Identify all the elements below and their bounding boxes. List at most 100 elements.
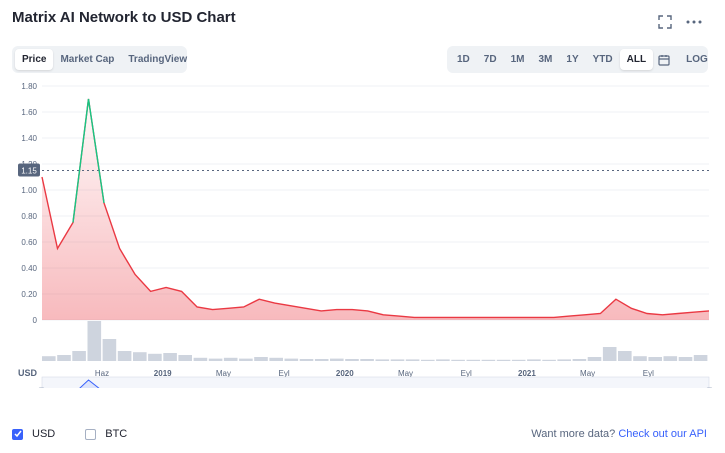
- y-tick-label: 0.20: [21, 290, 37, 299]
- usd-label: USD: [32, 428, 56, 440]
- fullscreen-icon[interactable]: [655, 12, 675, 32]
- y-tick-label: 1.20: [21, 160, 37, 169]
- price-area: [42, 99, 709, 320]
- x-tick-label: May: [216, 369, 231, 378]
- volume-bar: [72, 351, 86, 361]
- navigator-frame: [41, 376, 710, 388]
- api-promo-text: Want more data?: [531, 428, 616, 440]
- more-icon[interactable]: [684, 12, 704, 32]
- tab-price[interactable]: Price: [15, 49, 54, 70]
- volume-bar: [223, 357, 238, 361]
- range-1d[interactable]: 1D: [457, 54, 470, 65]
- volume-bar: [602, 347, 617, 361]
- price-line: [41, 98, 710, 319]
- volume-bar: [117, 351, 132, 361]
- y-axis: 1.80 1.60 1.40 1.20 1.00 0.80 0.60 0.40 0.20 0: [21, 82, 37, 325]
- navigator-area: [79, 380, 99, 388]
- x-tick-label: Eyl: [461, 369, 472, 378]
- x-tick-label: Eyl: [643, 369, 654, 378]
- price-chart[interactable]: 1.15 1.80 1.60 1.40 1.20 1.00 0.80 0.60 0.40 0.2…: [0, 78, 725, 388]
- volume-bar: [284, 358, 299, 361]
- range-ytd[interactable]: YTD: [592, 54, 613, 65]
- range-all[interactable]: ALL: [619, 49, 654, 70]
- volume-bar: [693, 355, 708, 361]
- volume-bar: [572, 359, 587, 361]
- watermark-text: CoinMarketCap: [618, 278, 694, 290]
- y-tick-label: 1.40: [21, 134, 37, 143]
- current-price-label: 1.15: [21, 167, 37, 176]
- volume-bar: [102, 339, 117, 361]
- volume-bar: [254, 357, 268, 361]
- volume-bar: [633, 356, 647, 361]
- volume-bar: [511, 359, 526, 361]
- volume-bar: [557, 359, 571, 361]
- volume-bar: [405, 359, 420, 361]
- x-tick-label: 2020: [336, 369, 354, 378]
- volume-bar: [42, 356, 56, 361]
- y-tick-label: 0.40: [21, 264, 37, 273]
- page-title: Matrix AI Network to USD Chart: [12, 9, 236, 26]
- range-7d[interactable]: 7D: [483, 54, 497, 65]
- api-promo: Want more data? Check out our API: [531, 428, 707, 440]
- x-axis: Haz 2019 May Eyl 2020 May Eyl 2021 May Eyl: [95, 369, 654, 378]
- volume-bar: [648, 357, 662, 361]
- volume-bar: [360, 359, 374, 361]
- volume-bar: [375, 359, 390, 361]
- volume-bar: [193, 357, 208, 361]
- calendar-icon[interactable]: [653, 49, 675, 70]
- volume-bar: [421, 359, 435, 361]
- volume-bar: [163, 353, 177, 361]
- volume-bar: [299, 359, 314, 361]
- volume-bar: [496, 359, 511, 361]
- volume-bar: [542, 359, 556, 361]
- x-tick-label: Haz: [95, 369, 109, 378]
- volume-bar: [587, 357, 602, 361]
- btc-label: BTC: [105, 428, 128, 440]
- range-navigator[interactable]: [38, 376, 713, 388]
- x-tick-label: May: [398, 369, 413, 378]
- tab-tradingview[interactable]: TradingView: [128, 54, 188, 65]
- btc-checkbox[interactable]: [85, 428, 97, 440]
- current-price-badge: 1.15: [18, 163, 40, 177]
- volume-bar: [618, 351, 632, 361]
- y-tick-label: 1.80: [21, 82, 37, 91]
- y-tick-label: 0.80: [21, 212, 37, 221]
- volume-bar: [148, 353, 162, 361]
- volume-bar: [269, 357, 283, 361]
- volume-bar: [314, 359, 329, 361]
- volume-bar: [239, 358, 253, 361]
- volume-bar: [451, 359, 465, 361]
- time-range-selector: 1D 7D 1M 3M 1Y YTD ALL LOG: [447, 46, 708, 73]
- volume-bar: [390, 359, 405, 361]
- api-link[interactable]: Check out our API: [618, 428, 707, 440]
- x-tick-label: Eyl: [279, 369, 290, 378]
- range-1y[interactable]: 1Y: [566, 54, 579, 65]
- price-line-up: [72, 98, 105, 223]
- y-tick-label: 0: [33, 316, 38, 325]
- volume-bar: [663, 356, 678, 361]
- volume-bar: [57, 355, 71, 361]
- volume-bar: [208, 358, 223, 361]
- volume-bar: [436, 359, 450, 361]
- y-tick-label: 0.60: [21, 238, 37, 247]
- chart-type-tabs: Price Market Cap TradingView: [12, 46, 187, 73]
- volume-bar: [330, 358, 344, 361]
- volume-bar: [481, 359, 496, 361]
- volume-bar: [678, 357, 693, 361]
- x-tick-label: 2021: [518, 369, 536, 378]
- volume-bar: [527, 359, 541, 361]
- usd-checkbox[interactable]: [12, 428, 23, 440]
- volume-bar: [345, 359, 359, 361]
- volume-bar: [87, 321, 102, 361]
- x-tick-label: 2019: [154, 369, 172, 378]
- tab-market-cap[interactable]: Market Cap: [60, 54, 115, 65]
- y-axis-unit: USD: [18, 368, 38, 378]
- range-1m[interactable]: 1M: [510, 54, 525, 65]
- volume-bar: [133, 352, 147, 361]
- volume-bar: [466, 359, 481, 361]
- log-scale-toggle[interactable]: LOG: [686, 54, 708, 65]
- range-3m[interactable]: 3M: [538, 54, 553, 65]
- y-tick-label: 1.60: [21, 108, 37, 117]
- volume-bar: [178, 355, 192, 361]
- x-tick-label: May: [580, 369, 595, 378]
